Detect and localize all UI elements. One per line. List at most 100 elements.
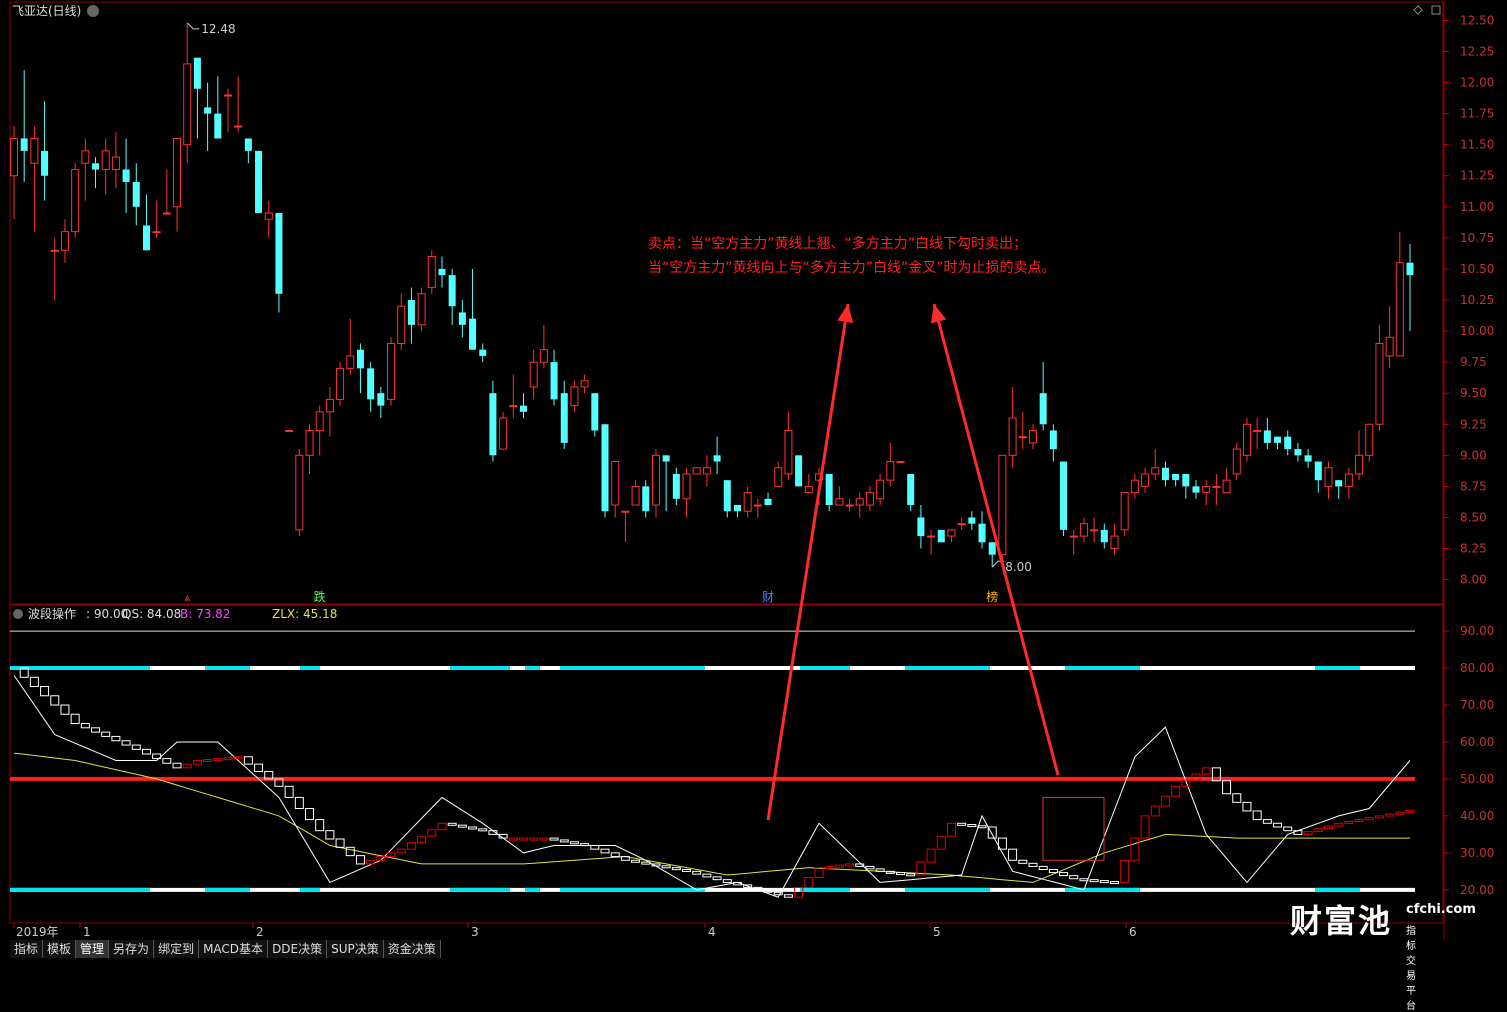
candle-body (1110, 535, 1119, 550)
candle-body (539, 349, 548, 363)
candle-body (509, 405, 518, 408)
candle-body (835, 498, 844, 506)
candle-body (855, 498, 864, 506)
b-step-box (457, 824, 467, 828)
b-step-box (345, 846, 355, 857)
b-step-box (396, 848, 406, 854)
low-label: 8.00 (1005, 560, 1032, 574)
candle-body (957, 523, 966, 526)
candle-body (315, 411, 324, 431)
b-step-box (1262, 819, 1272, 824)
candle-body (336, 367, 345, 400)
candle-body (427, 256, 436, 289)
candle-body (1253, 429, 1262, 432)
b-step-box (1293, 830, 1303, 835)
candle-body (795, 455, 803, 487)
candle-body (611, 461, 620, 506)
candle-body (122, 169, 130, 182)
tab-dde-decision[interactable]: DDE决策 (268, 940, 328, 958)
b-step-box (325, 830, 335, 840)
b-step-box (763, 889, 773, 893)
b-step-box (1313, 828, 1323, 833)
main-y-tick-label: 9.25 (1460, 417, 1487, 431)
b-step-box (1354, 819, 1364, 823)
b-step-box (569, 841, 579, 845)
b-step-box (834, 864, 844, 868)
b-step-box (692, 870, 702, 875)
candle-body (876, 479, 885, 500)
candle-body (784, 429, 793, 475)
tab-manage[interactable]: 管理 (76, 940, 110, 958)
b-step-box (1109, 881, 1119, 885)
b-step-box (1323, 825, 1333, 830)
candle-body (907, 473, 915, 506)
tab-indicator[interactable]: 指标 (10, 940, 44, 958)
b-step-box (152, 753, 162, 760)
annotation-line-1: 卖点：当“空方主力”黄线上翘、“多方主力”白线下勾时卖出； (648, 236, 1028, 252)
b-step-box (70, 713, 80, 724)
candle-body (1202, 485, 1211, 494)
b-step-box (1252, 810, 1262, 821)
b-step-box (1069, 875, 1079, 880)
tab-save-as[interactable]: 另存为 (109, 940, 155, 958)
b-step-box (437, 822, 447, 831)
candle-body (10, 137, 18, 177)
b-step-box (315, 819, 325, 832)
b-step-box (906, 873, 916, 877)
x-axis-label: 4 (708, 925, 716, 939)
tab-bind-to[interactable]: 绑定到 (154, 940, 200, 958)
candle-body (743, 492, 752, 512)
b-step-box (1130, 837, 1140, 861)
candle-body (92, 163, 100, 170)
b-step-box (1038, 865, 1048, 870)
candle-body (1294, 449, 1302, 456)
b-step-box (702, 873, 712, 878)
indicator-name: 波段操作 (28, 607, 77, 621)
b-step-box (223, 757, 233, 761)
indicator-y-tick-label: 70.00 (1460, 698, 1494, 712)
tab-fund-decision[interactable]: 资金决策 (383, 940, 441, 958)
b-step-box (814, 867, 824, 879)
candle-body (917, 517, 925, 537)
b-step-box (610, 852, 620, 858)
b-step-box (1048, 868, 1058, 874)
tab-macd-basic[interactable]: MACD基本 (199, 940, 269, 958)
b-step-box (916, 861, 926, 876)
b-step-box (355, 855, 365, 865)
indicator-dropdown-icon (13, 609, 23, 619)
candle-body (1335, 480, 1343, 487)
b-step-box (896, 872, 906, 876)
main-y-tick-label: 8.00 (1460, 573, 1487, 587)
candle-body (1120, 492, 1129, 531)
candle-body (1406, 262, 1414, 276)
b-step-box (753, 886, 763, 891)
candle-body (417, 293, 426, 326)
candle-body (1344, 473, 1353, 487)
candle-body (1008, 417, 1017, 456)
tab-template[interactable]: 模板 (43, 940, 77, 958)
indicator-y-tick-label: 50.00 (1460, 772, 1494, 786)
b-step-box (121, 740, 131, 746)
event-marker: 跌 (314, 589, 326, 604)
b-step-box (682, 868, 692, 872)
watermark-brand: 财富池 (1290, 902, 1393, 940)
diamond-icon (1413, 5, 1423, 15)
b-step-box (101, 731, 111, 737)
indicator-y-tick-label: 90.00 (1460, 624, 1494, 638)
candle-body (998, 454, 1007, 556)
candle-body (479, 349, 487, 356)
main-y-tick-label: 10.25 (1460, 293, 1494, 307)
b-step-box (875, 868, 885, 872)
candle-body (651, 454, 660, 506)
tab-sup-decision[interactable]: SUP决策 (327, 940, 384, 958)
candle-body (774, 467, 783, 487)
candle-body (1375, 342, 1384, 425)
candle-body (1284, 436, 1292, 450)
main-y-tick-label: 12.50 (1460, 13, 1494, 27)
b-step-box (213, 758, 223, 762)
b-step-box (946, 822, 956, 837)
candle-body (142, 225, 150, 251)
main-panel-frame (9, 1, 1444, 605)
candle-body (978, 523, 986, 543)
candle-body (407, 300, 415, 325)
